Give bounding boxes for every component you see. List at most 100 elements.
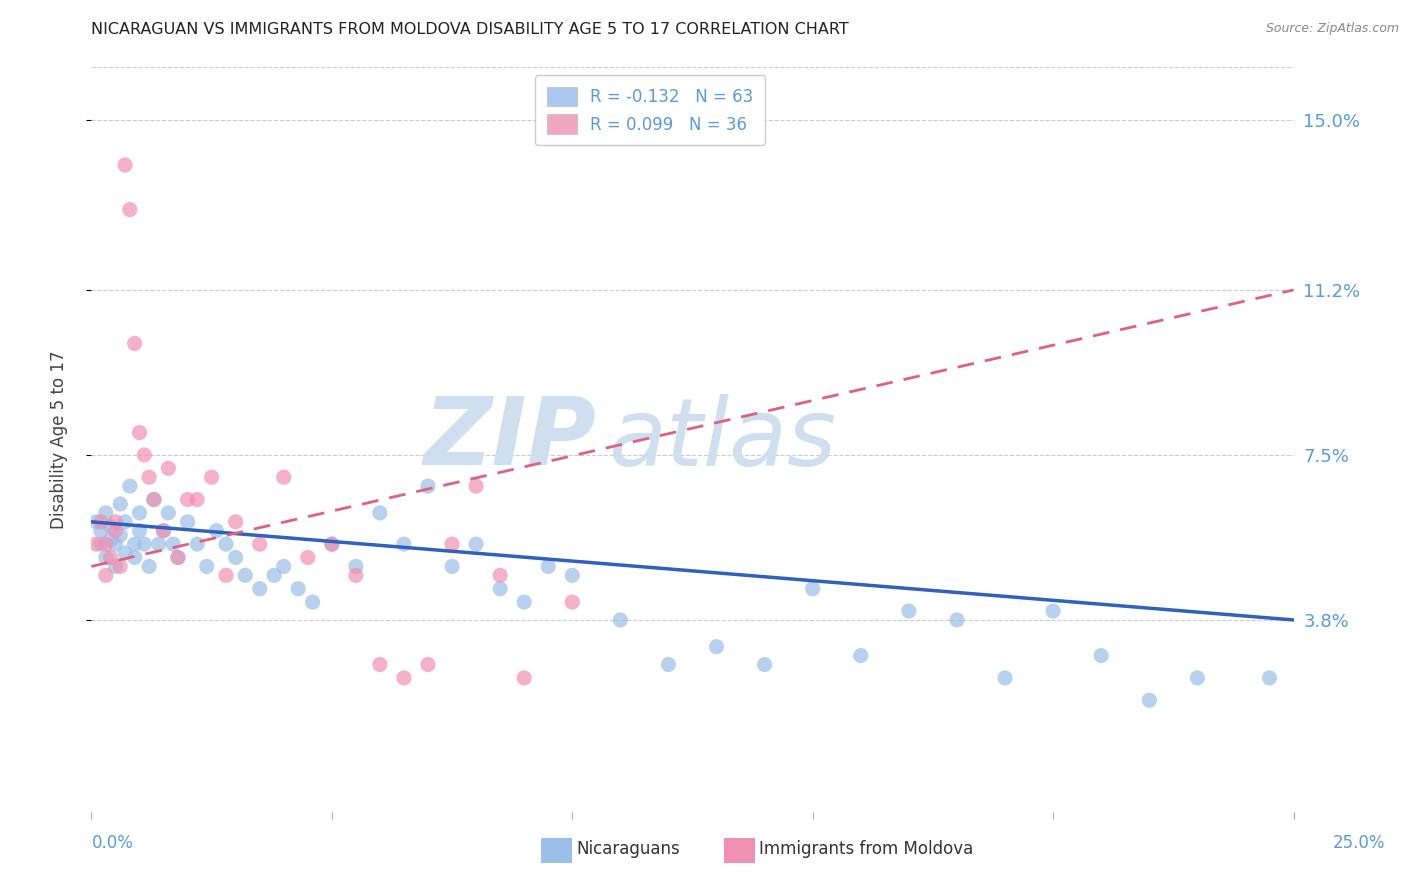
Point: [104, 524, 127, 538]
Text: 25.0%: 25.0%: [1333, 834, 1385, 852]
Point: [465, 537, 488, 551]
Point: [849, 648, 872, 663]
Point: [114, 515, 136, 529]
Text: Immigrants from Moldova: Immigrants from Moldova: [759, 840, 973, 858]
Point: [489, 582, 512, 596]
Point: [94, 537, 117, 551]
Point: [287, 582, 309, 596]
Point: [801, 582, 824, 596]
Point: [344, 568, 367, 582]
Point: [104, 515, 127, 529]
Point: [205, 524, 228, 538]
Point: [273, 559, 295, 574]
Point: [489, 568, 512, 582]
Point: [118, 479, 141, 493]
Point: [513, 671, 536, 685]
Point: [90, 515, 112, 529]
Point: [84, 515, 107, 529]
Point: [561, 595, 583, 609]
Point: [94, 568, 117, 582]
Point: [368, 506, 391, 520]
Point: [195, 559, 218, 574]
Point: [465, 479, 488, 493]
Point: [215, 568, 238, 582]
Point: [201, 470, 224, 484]
Text: NICARAGUAN VS IMMIGRANTS FROM MOLDOVA DISABILITY AGE 5 TO 17 CORRELATION CHART: NICARAGUAN VS IMMIGRANTS FROM MOLDOVA DI…: [91, 22, 849, 37]
Point: [273, 470, 295, 484]
Point: [94, 506, 117, 520]
Point: [440, 559, 463, 574]
Point: [157, 506, 180, 520]
Point: [392, 671, 415, 685]
Point: [94, 550, 117, 565]
Point: [90, 537, 112, 551]
Point: [263, 568, 285, 582]
Point: [344, 559, 367, 574]
Point: [134, 537, 156, 551]
Point: [706, 640, 728, 654]
Point: [124, 550, 146, 565]
Point: [513, 595, 536, 609]
Point: [186, 492, 208, 507]
Point: [128, 425, 150, 440]
Point: [994, 671, 1017, 685]
Point: [1042, 604, 1064, 618]
Point: [90, 524, 112, 538]
Point: [249, 537, 271, 551]
Point: [110, 559, 132, 574]
Point: [167, 550, 190, 565]
Point: [186, 537, 208, 551]
Point: [416, 657, 439, 672]
Point: [142, 492, 165, 507]
Point: [104, 559, 127, 574]
Point: [110, 528, 132, 542]
Point: [104, 537, 127, 551]
Point: [128, 524, 150, 538]
Point: [118, 202, 141, 217]
Point: [110, 497, 132, 511]
Point: [138, 559, 160, 574]
Point: [152, 524, 174, 538]
Point: [142, 492, 165, 507]
Point: [416, 479, 439, 493]
Point: [114, 158, 136, 172]
Point: [321, 537, 343, 551]
Legend: R = -0.132   N = 63, R = 0.099   N = 36: R = -0.132 N = 63, R = 0.099 N = 36: [536, 75, 765, 145]
Point: [124, 336, 146, 351]
Point: [128, 506, 150, 520]
Point: [225, 515, 247, 529]
Point: [162, 537, 184, 551]
Point: [537, 559, 560, 574]
Point: [167, 550, 190, 565]
Point: [609, 613, 631, 627]
Point: [946, 613, 969, 627]
Point: [368, 657, 391, 672]
Point: [100, 550, 122, 565]
Point: [1187, 671, 1209, 685]
Point: [100, 533, 122, 547]
Point: [1137, 693, 1160, 707]
Point: [215, 537, 238, 551]
Point: [225, 550, 247, 565]
Point: [754, 657, 776, 672]
Y-axis label: Disability Age 5 to 17: Disability Age 5 to 17: [49, 350, 67, 529]
Point: [152, 524, 174, 538]
Point: [1258, 671, 1281, 685]
Point: [297, 550, 319, 565]
Point: [440, 537, 463, 551]
Point: [301, 595, 323, 609]
Text: ZIP: ZIP: [423, 393, 596, 485]
Text: atlas: atlas: [609, 393, 837, 485]
Point: [321, 537, 343, 551]
Point: [114, 546, 136, 560]
Point: [100, 519, 122, 533]
Point: [134, 448, 156, 462]
Text: 0.0%: 0.0%: [91, 834, 134, 852]
Point: [124, 537, 146, 551]
Point: [84, 537, 107, 551]
Text: Source: ZipAtlas.com: Source: ZipAtlas.com: [1265, 22, 1399, 36]
Point: [392, 537, 415, 551]
Point: [233, 568, 256, 582]
Point: [176, 515, 198, 529]
Text: Nicaraguans: Nicaraguans: [576, 840, 681, 858]
